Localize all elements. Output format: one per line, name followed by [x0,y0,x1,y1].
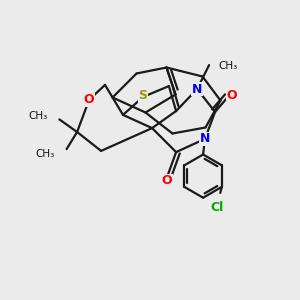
Text: O: O [162,174,172,188]
Text: CH₃: CH₃ [35,148,55,159]
Text: Cl: Cl [211,201,224,214]
Text: S: S [139,89,148,102]
Text: CH₃: CH₃ [28,111,47,122]
Text: N: N [200,132,210,146]
Text: O: O [84,93,94,106]
Text: O: O [226,89,237,102]
Text: N: N [192,82,202,96]
Text: CH₃: CH₃ [218,61,237,71]
